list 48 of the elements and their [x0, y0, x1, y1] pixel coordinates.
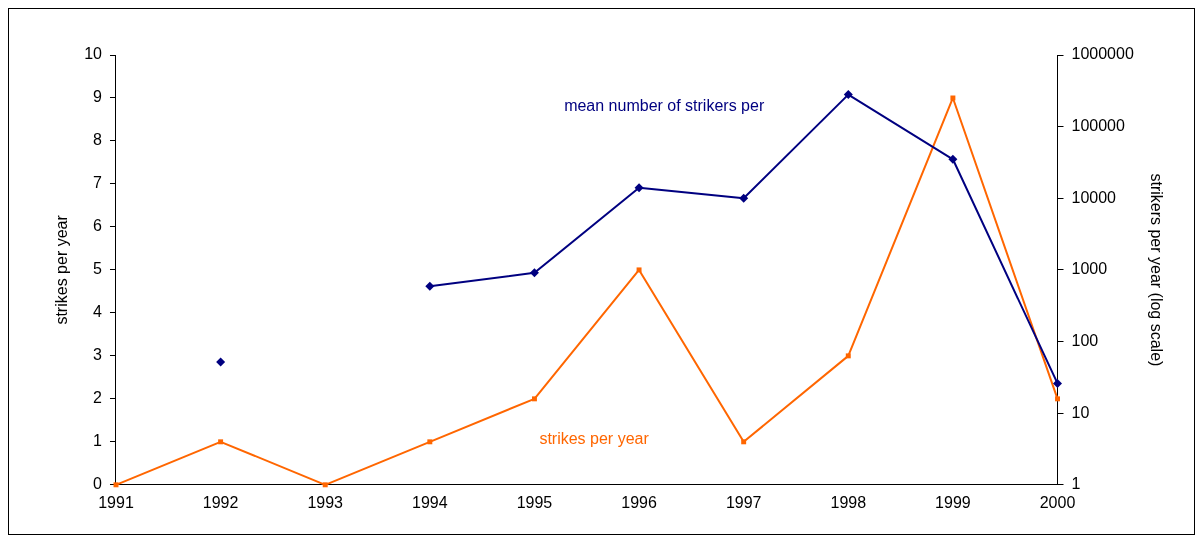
y-tick-label: 5	[93, 260, 103, 278]
x-tick-label: 1992	[202, 493, 239, 511]
y2-tick-label: 10	[1071, 403, 1090, 421]
y2-tick-label: 10000	[1071, 188, 1117, 206]
y2-tick-label: 1	[1071, 475, 1081, 493]
y2-tick-label: 100	[1071, 331, 1099, 349]
x-tick-label: 1997	[725, 493, 762, 511]
x-tick-label: 2000	[1039, 493, 1076, 511]
y-axis-title: strikes per year	[53, 214, 71, 325]
point	[322, 482, 328, 488]
y2-tick-label: 1000	[1071, 260, 1108, 278]
x-tick-label: 1996	[621, 493, 657, 511]
series-label: strikes per year	[539, 430, 650, 448]
y2-axis-title: strikers per year (log scale)	[1147, 173, 1165, 367]
x-tick-label: 1995	[516, 493, 553, 511]
y-tick-label: 2	[93, 389, 103, 407]
x-tick-label: 1993	[307, 493, 344, 511]
x-tick-label: 1994	[412, 493, 448, 511]
point	[741, 439, 747, 445]
point	[948, 154, 958, 164]
point	[1055, 396, 1060, 402]
point	[531, 396, 537, 402]
y-tick-label: 7	[93, 174, 103, 192]
point	[529, 268, 539, 278]
point	[636, 267, 642, 273]
y-tick-label: 9	[93, 88, 103, 106]
point	[218, 439, 224, 445]
y-tick-label: 0	[93, 475, 103, 493]
y2-tick-label: 1000000	[1071, 45, 1134, 63]
text: mean number of strikers per	[564, 96, 765, 114]
y-tick-label: 3	[93, 346, 103, 364]
point	[425, 281, 435, 291]
point	[427, 439, 433, 445]
point	[1053, 378, 1063, 388]
point	[634, 183, 644, 193]
x-tick-label: 1999	[935, 493, 971, 511]
y-tick-label: 6	[93, 217, 103, 235]
y-tick-label: 8	[93, 131, 103, 149]
point	[216, 357, 226, 367]
x-tick-label: 1991	[98, 493, 134, 511]
point	[739, 193, 749, 203]
y-tick-label: 10	[84, 45, 103, 63]
y2-tick-label: 100000	[1071, 117, 1125, 135]
y-tick-label: 1	[93, 432, 103, 450]
point	[845, 353, 851, 359]
point	[843, 90, 853, 100]
y-tick-label: 4	[93, 303, 103, 321]
x-tick-label: 1998	[830, 493, 867, 511]
